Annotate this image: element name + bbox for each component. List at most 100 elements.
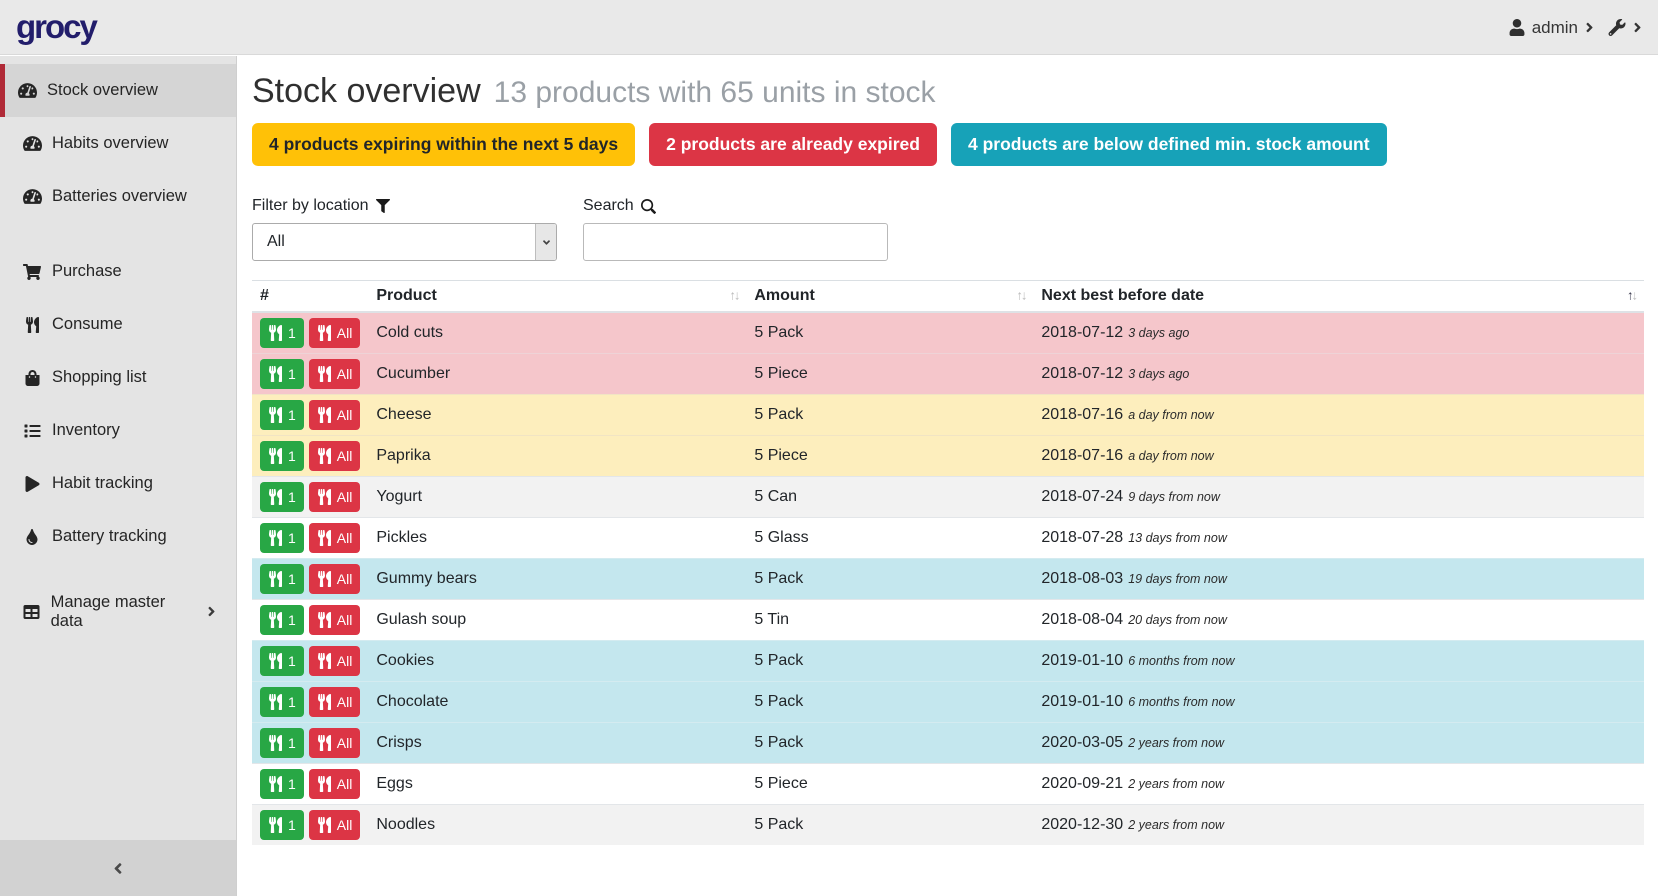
row-actions-cell: 1 All <box>252 311 369 354</box>
settings-menu[interactable] <box>1608 19 1642 36</box>
row-actions-cell: 1 All <box>252 599 369 641</box>
consume-one-button[interactable]: 1 <box>260 318 304 348</box>
search-input[interactable] <box>583 223 888 261</box>
best-before-date: 2020-12-30 <box>1041 816 1124 833</box>
table-row: 1 All Cheese 5 Pack 2018-07-16 a day from now <box>252 394 1644 436</box>
main-content: Stock overview 13 products with 65 units… <box>238 56 1658 865</box>
best-before-date: 2018-07-28 <box>1041 529 1124 546</box>
consume-one-button[interactable]: 1 <box>260 359 304 389</box>
best-before-note: 3 days ago <box>1128 367 1190 381</box>
utensils-icon <box>317 448 332 464</box>
amount-cell: 5 Tin <box>746 599 1034 641</box>
sidebar-item-habit-tracking[interactable]: Habit tracking <box>0 457 236 510</box>
sidebar-item-manage-master-data[interactable]: Manage master data <box>0 585 236 638</box>
sidebar-item-consume[interactable]: Consume <box>0 298 236 351</box>
chevron-right-icon <box>1585 20 1594 35</box>
consume-all-button[interactable]: All <box>308 687 361 717</box>
consume-one-button[interactable]: 1 <box>260 400 304 430</box>
alert-danger-badge[interactable]: 2 products are already expired <box>649 123 937 166</box>
amount-cell: 5 Can <box>746 476 1034 518</box>
best-before-cell: 2019-01-10 6 months from now <box>1033 640 1644 682</box>
best-before-cell: 2018-07-12 3 days ago <box>1033 311 1644 354</box>
table-row: 1 All Cold cuts 5 Pack 2018-07-12 3 days ago <box>252 311 1644 354</box>
location-filter-label: Filter by location <box>252 197 557 215</box>
product-cell: Gulash soup <box>368 599 747 641</box>
row-actions-cell: 1 All <box>252 517 369 559</box>
consume-one-button[interactable]: 1 <box>260 728 304 758</box>
consume-one-button[interactable]: 1 <box>260 564 304 594</box>
sort-icon: ↑↓ <box>1016 287 1027 303</box>
alert-warning-badge[interactable]: 4 products expiring within the next 5 da… <box>252 123 636 166</box>
column-header-label: # <box>260 287 269 304</box>
sidebar-item-label: Habits overview <box>52 134 169 152</box>
page-title: Stock overview <box>252 72 481 110</box>
utensils-icon <box>268 489 283 505</box>
consume-all-button[interactable]: All <box>308 769 361 799</box>
top-bar: grocy admin <box>0 0 1658 55</box>
amount-cell: 5 Pack <box>746 640 1034 682</box>
consume-all-button[interactable]: All <box>308 646 361 676</box>
consume-all-button[interactable]: All <box>308 482 361 512</box>
sidebar-spacer <box>0 563 236 585</box>
consume-one-button[interactable]: 1 <box>260 646 304 676</box>
table-row: 1 All Gulash soup 5 Tin 2018-08-04 20 days fr… <box>252 599 1644 641</box>
column-header-next-best-before-date[interactable]: Next best before date ↑↓ <box>1033 280 1644 313</box>
consume-one-button[interactable]: 1 <box>260 687 304 717</box>
app-logo[interactable]: grocy <box>16 8 98 45</box>
consume-all-button[interactable]: All <box>308 728 361 758</box>
sort-icon: ↑↓ <box>1627 287 1638 303</box>
location-filter-select[interactable]: All <box>252 223 557 261</box>
sidebar-item-battery-tracking[interactable]: Battery tracking <box>0 510 236 563</box>
consume-all-button[interactable]: All <box>308 441 361 471</box>
best-before-cell: 2018-07-12 3 days ago <box>1033 353 1644 395</box>
consume-all-button[interactable]: All <box>308 810 361 840</box>
sidebar-item-inventory[interactable]: Inventory <box>0 404 236 457</box>
utensils-icon <box>268 694 283 710</box>
sidebar-item-shopping-list[interactable]: Shopping list <box>0 351 236 404</box>
consume-one-label: 1 <box>288 571 296 587</box>
sidebar-collapse-button[interactable] <box>0 840 236 896</box>
chevron-right-icon <box>1633 20 1642 35</box>
utensils-icon <box>317 325 332 341</box>
product-cell: Noodles <box>368 804 747 845</box>
product-cell: Crisps <box>368 722 747 764</box>
best-before-date: 2018-08-04 <box>1041 611 1124 628</box>
utensils-icon <box>268 448 283 464</box>
sort-icon: ↑↓ <box>729 287 740 303</box>
consume-all-button[interactable]: All <box>308 605 361 635</box>
consume-one-button[interactable]: 1 <box>260 810 304 840</box>
row-actions-cell: 1 All <box>252 435 369 477</box>
sidebar-item-label: Batteries overview <box>52 187 187 205</box>
consume-one-button[interactable]: 1 <box>260 523 304 553</box>
column-header-amount[interactable]: Amount ↑↓ <box>746 280 1034 313</box>
alert-info-badge[interactable]: 4 products are below defined min. stock … <box>950 123 1387 166</box>
sidebar: Stock overview Habits overview Batteries o… <box>0 56 237 896</box>
consume-all-button[interactable]: All <box>308 523 361 553</box>
column-header-product[interactable]: Product ↑↓ <box>368 280 747 313</box>
consume-all-button[interactable]: All <box>308 359 361 389</box>
sidebar-item-purchase[interactable]: Purchase <box>0 245 236 298</box>
consume-all-button[interactable]: All <box>308 564 361 594</box>
consume-all-button[interactable]: All <box>308 318 361 348</box>
consume-one-button[interactable]: 1 <box>260 605 304 635</box>
chevron-down-icon <box>535 224 556 260</box>
row-actions-cell: 1 All <box>252 763 369 805</box>
sidebar-item-habits-overview[interactable]: Habits overview <box>0 117 236 170</box>
best-before-date: 2020-03-05 <box>1041 734 1124 751</box>
sidebar-item-batteries-overview[interactable]: Batteries overview <box>0 170 236 223</box>
filters-row: Filter by location All Search <box>252 197 1643 261</box>
consume-all-label: All <box>336 735 353 751</box>
product-cell: Cookies <box>368 640 747 682</box>
consume-all-button[interactable]: All <box>308 400 361 430</box>
consume-one-label: 1 <box>288 366 296 382</box>
best-before-cell: 2018-08-03 19 days from now <box>1033 558 1644 600</box>
consume-one-button[interactable]: 1 <box>260 769 304 799</box>
amount-cell: 5 Glass <box>746 517 1034 559</box>
sidebar-item-stock-overview[interactable]: Stock overview <box>0 64 236 117</box>
consume-one-button[interactable]: 1 <box>260 441 304 471</box>
user-menu[interactable]: admin <box>1509 18 1594 38</box>
best-before-note: 6 months from now <box>1128 695 1235 709</box>
gauge-icon <box>21 135 43 152</box>
location-filter-value: All <box>267 233 285 250</box>
consume-one-button[interactable]: 1 <box>260 482 304 512</box>
